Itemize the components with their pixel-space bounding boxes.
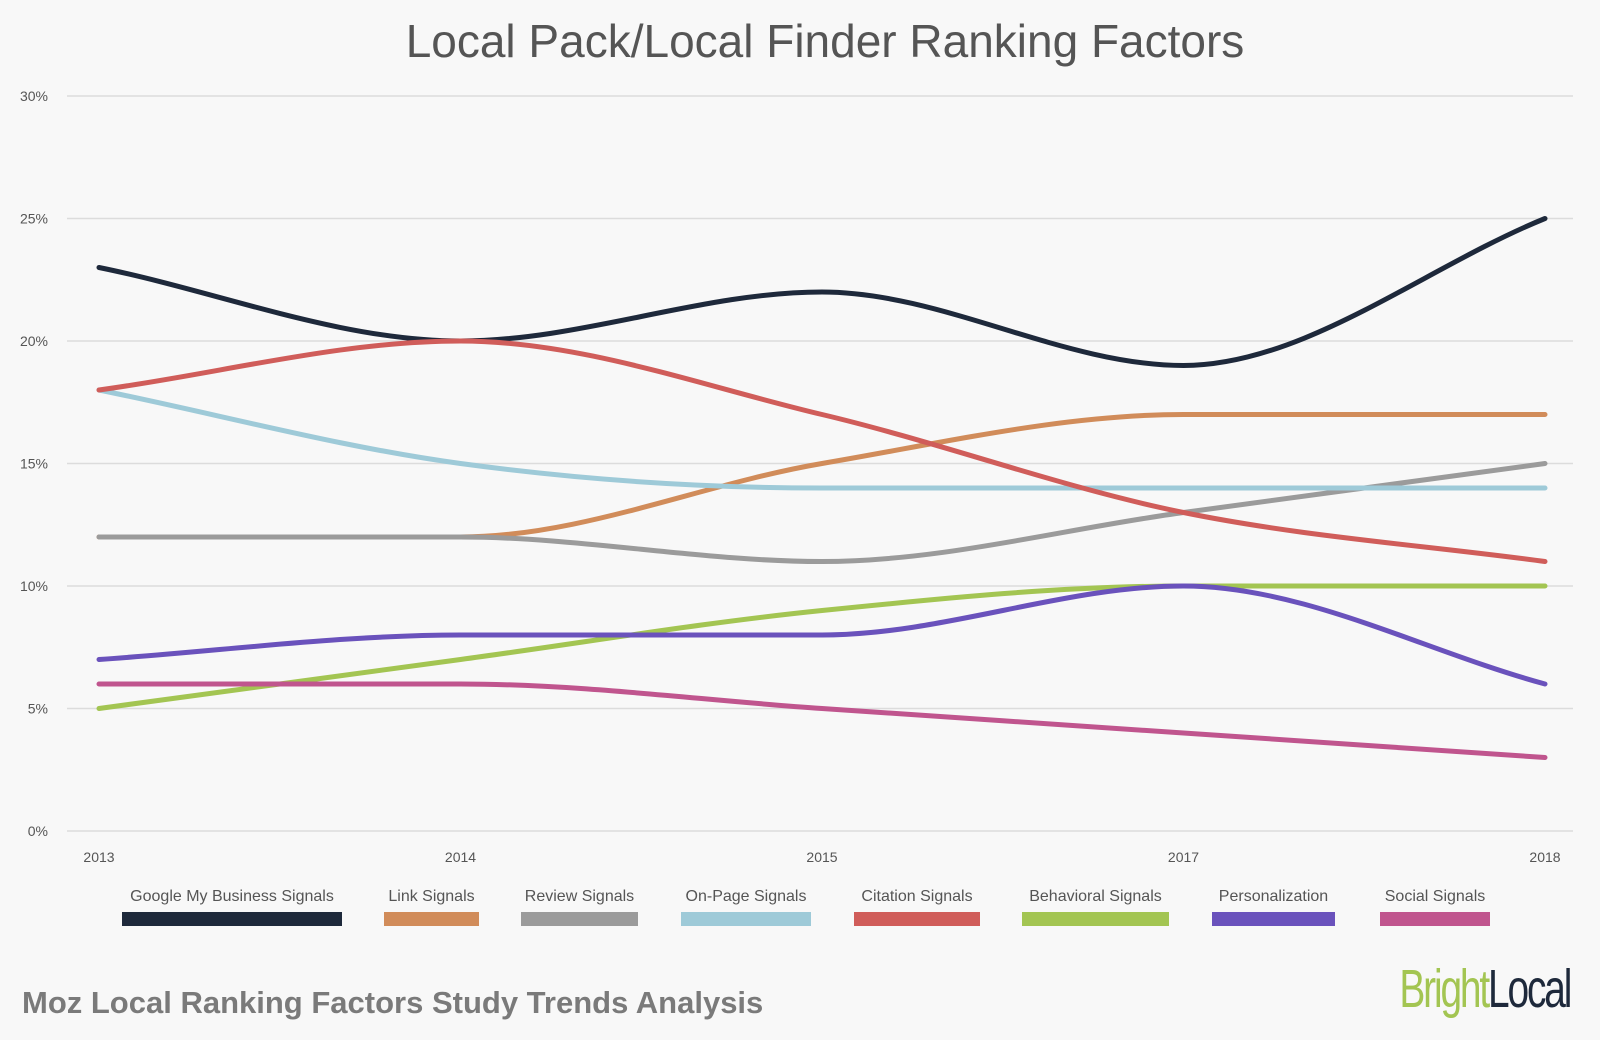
legend-item[interactable]: Google My Business Signals <box>122 888 342 926</box>
y-tick-label: 10% <box>20 578 48 594</box>
logo-bright: Bright <box>1399 959 1490 1019</box>
y-tick-label: 5% <box>28 701 48 717</box>
y-tick-label: 25% <box>20 211 48 227</box>
legend-label: Link Signals <box>388 888 475 905</box>
legend-label: Citation Signals <box>861 888 973 905</box>
y-tick-label: 30% <box>20 88 48 104</box>
legend-swatch <box>854 912 980 926</box>
series-line-google-my-business-signals <box>96 216 1548 369</box>
legend-label: Behavioral Signals <box>1029 888 1162 905</box>
legend-swatch <box>122 912 342 926</box>
y-tick-label: 20% <box>20 333 48 349</box>
series-line-review-signals <box>96 461 1548 565</box>
legend-label: Review Signals <box>524 888 635 905</box>
legend-item[interactable]: Link Signals <box>384 888 479 926</box>
series-line-personalization <box>96 583 1548 687</box>
series-line-link-signals <box>96 411 1548 540</box>
line-chart: 0% 5% 10% 15% 20% 25% 30% 2013 2014 2015 2017 2018 <box>20 88 1573 865</box>
series-line-citation-signals <box>96 338 1548 564</box>
legend-swatch <box>1212 912 1335 926</box>
series-line-behavioral-signals <box>96 583 1548 711</box>
legend-swatch <box>384 912 479 926</box>
legend-label: Social Signals <box>1384 888 1486 905</box>
footer-subtitle: Moz Local Ranking Factors Study Trends A… <box>22 985 764 1020</box>
brightlocal-logo: BrightLocal <box>1399 958 1572 1020</box>
x-tick-label: 2015 <box>806 849 837 865</box>
legend-item[interactable]: Behavioral Signals <box>1022 888 1169 926</box>
legend-swatch <box>681 912 811 926</box>
legend-swatch <box>1022 912 1169 926</box>
legend-swatch <box>521 912 638 926</box>
chart-title: Local Pack/Local Finder Ranking Factors <box>405 15 1245 67</box>
legend-item[interactable]: Review Signals <box>521 888 638 926</box>
x-tick-label: 2017 <box>1168 849 1199 865</box>
legend-item[interactable]: On-Page Signals <box>681 888 811 926</box>
x-tick-label: 2014 <box>445 849 476 865</box>
legend-item[interactable]: Personalization <box>1212 888 1335 926</box>
legend-label: Personalization <box>1218 888 1329 905</box>
legend-label: On-Page Signals <box>685 888 807 905</box>
series-line-on-page-signals <box>96 387 1548 491</box>
logo-local: Local <box>1487 959 1572 1019</box>
legend-item[interactable]: Social Signals <box>1380 888 1490 926</box>
legend-item[interactable]: Citation Signals <box>854 888 980 926</box>
series-line-social-signals <box>96 681 1548 760</box>
x-tick-label: 2013 <box>83 849 114 865</box>
legend-label: Google My Business Signals <box>130 888 334 905</box>
legend-swatch <box>1380 912 1490 926</box>
y-tick-label: 0% <box>28 823 48 839</box>
y-tick-label: 15% <box>20 456 48 472</box>
x-tick-label: 2018 <box>1529 849 1560 865</box>
